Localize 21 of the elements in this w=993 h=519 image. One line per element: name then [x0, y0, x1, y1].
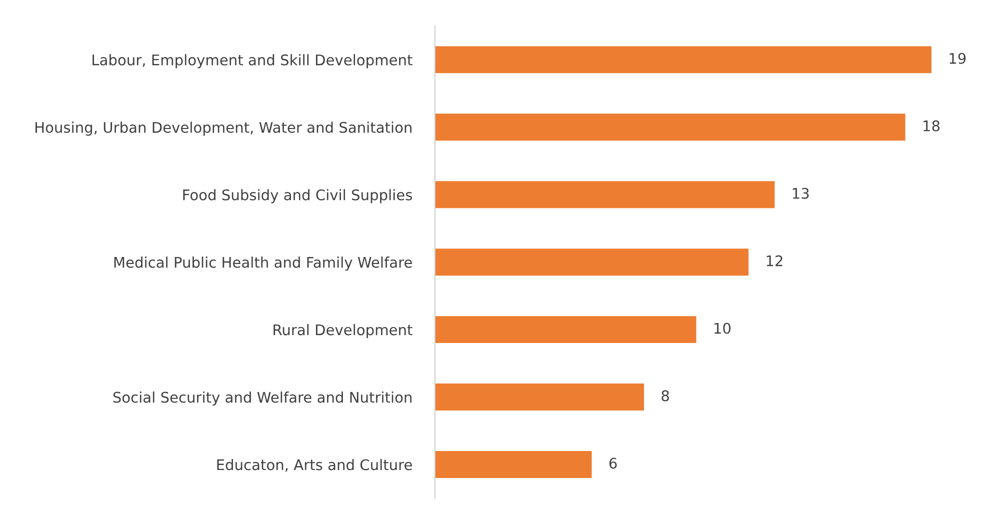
bar	[434, 451, 592, 478]
data-label: 18	[924, 120, 940, 132]
data-label: 19	[950, 52, 966, 64]
y-tick-label: Housing, Urban Development, Water and Sanitation	[36, 122, 412, 136]
data-label: 6	[609, 458, 617, 469]
data-label: 8	[662, 390, 669, 402]
y-tick-label: Labour, Employment and Skill Development	[92, 54, 412, 68]
data-label: 10	[714, 322, 731, 334]
bar	[434, 46, 932, 74]
y-tick-label: Food Subsidy and Civil Supplies	[183, 189, 412, 204]
bar	[434, 316, 696, 344]
data-label: 12	[766, 255, 782, 266]
bar	[434, 114, 906, 141]
bar	[434, 181, 775, 208]
data-label: 13	[792, 188, 809, 199]
bar	[434, 384, 644, 411]
y-tick-label: Social Security and Welfare and Nutrition	[113, 391, 412, 406]
y-tick-label: Medical Public Health and Family Welfare	[114, 256, 412, 271]
y-tick-label: Educaton, Arts and Culture	[217, 458, 412, 472]
bar	[434, 248, 749, 276]
y-tick-label: Rural Development	[274, 324, 412, 338]
